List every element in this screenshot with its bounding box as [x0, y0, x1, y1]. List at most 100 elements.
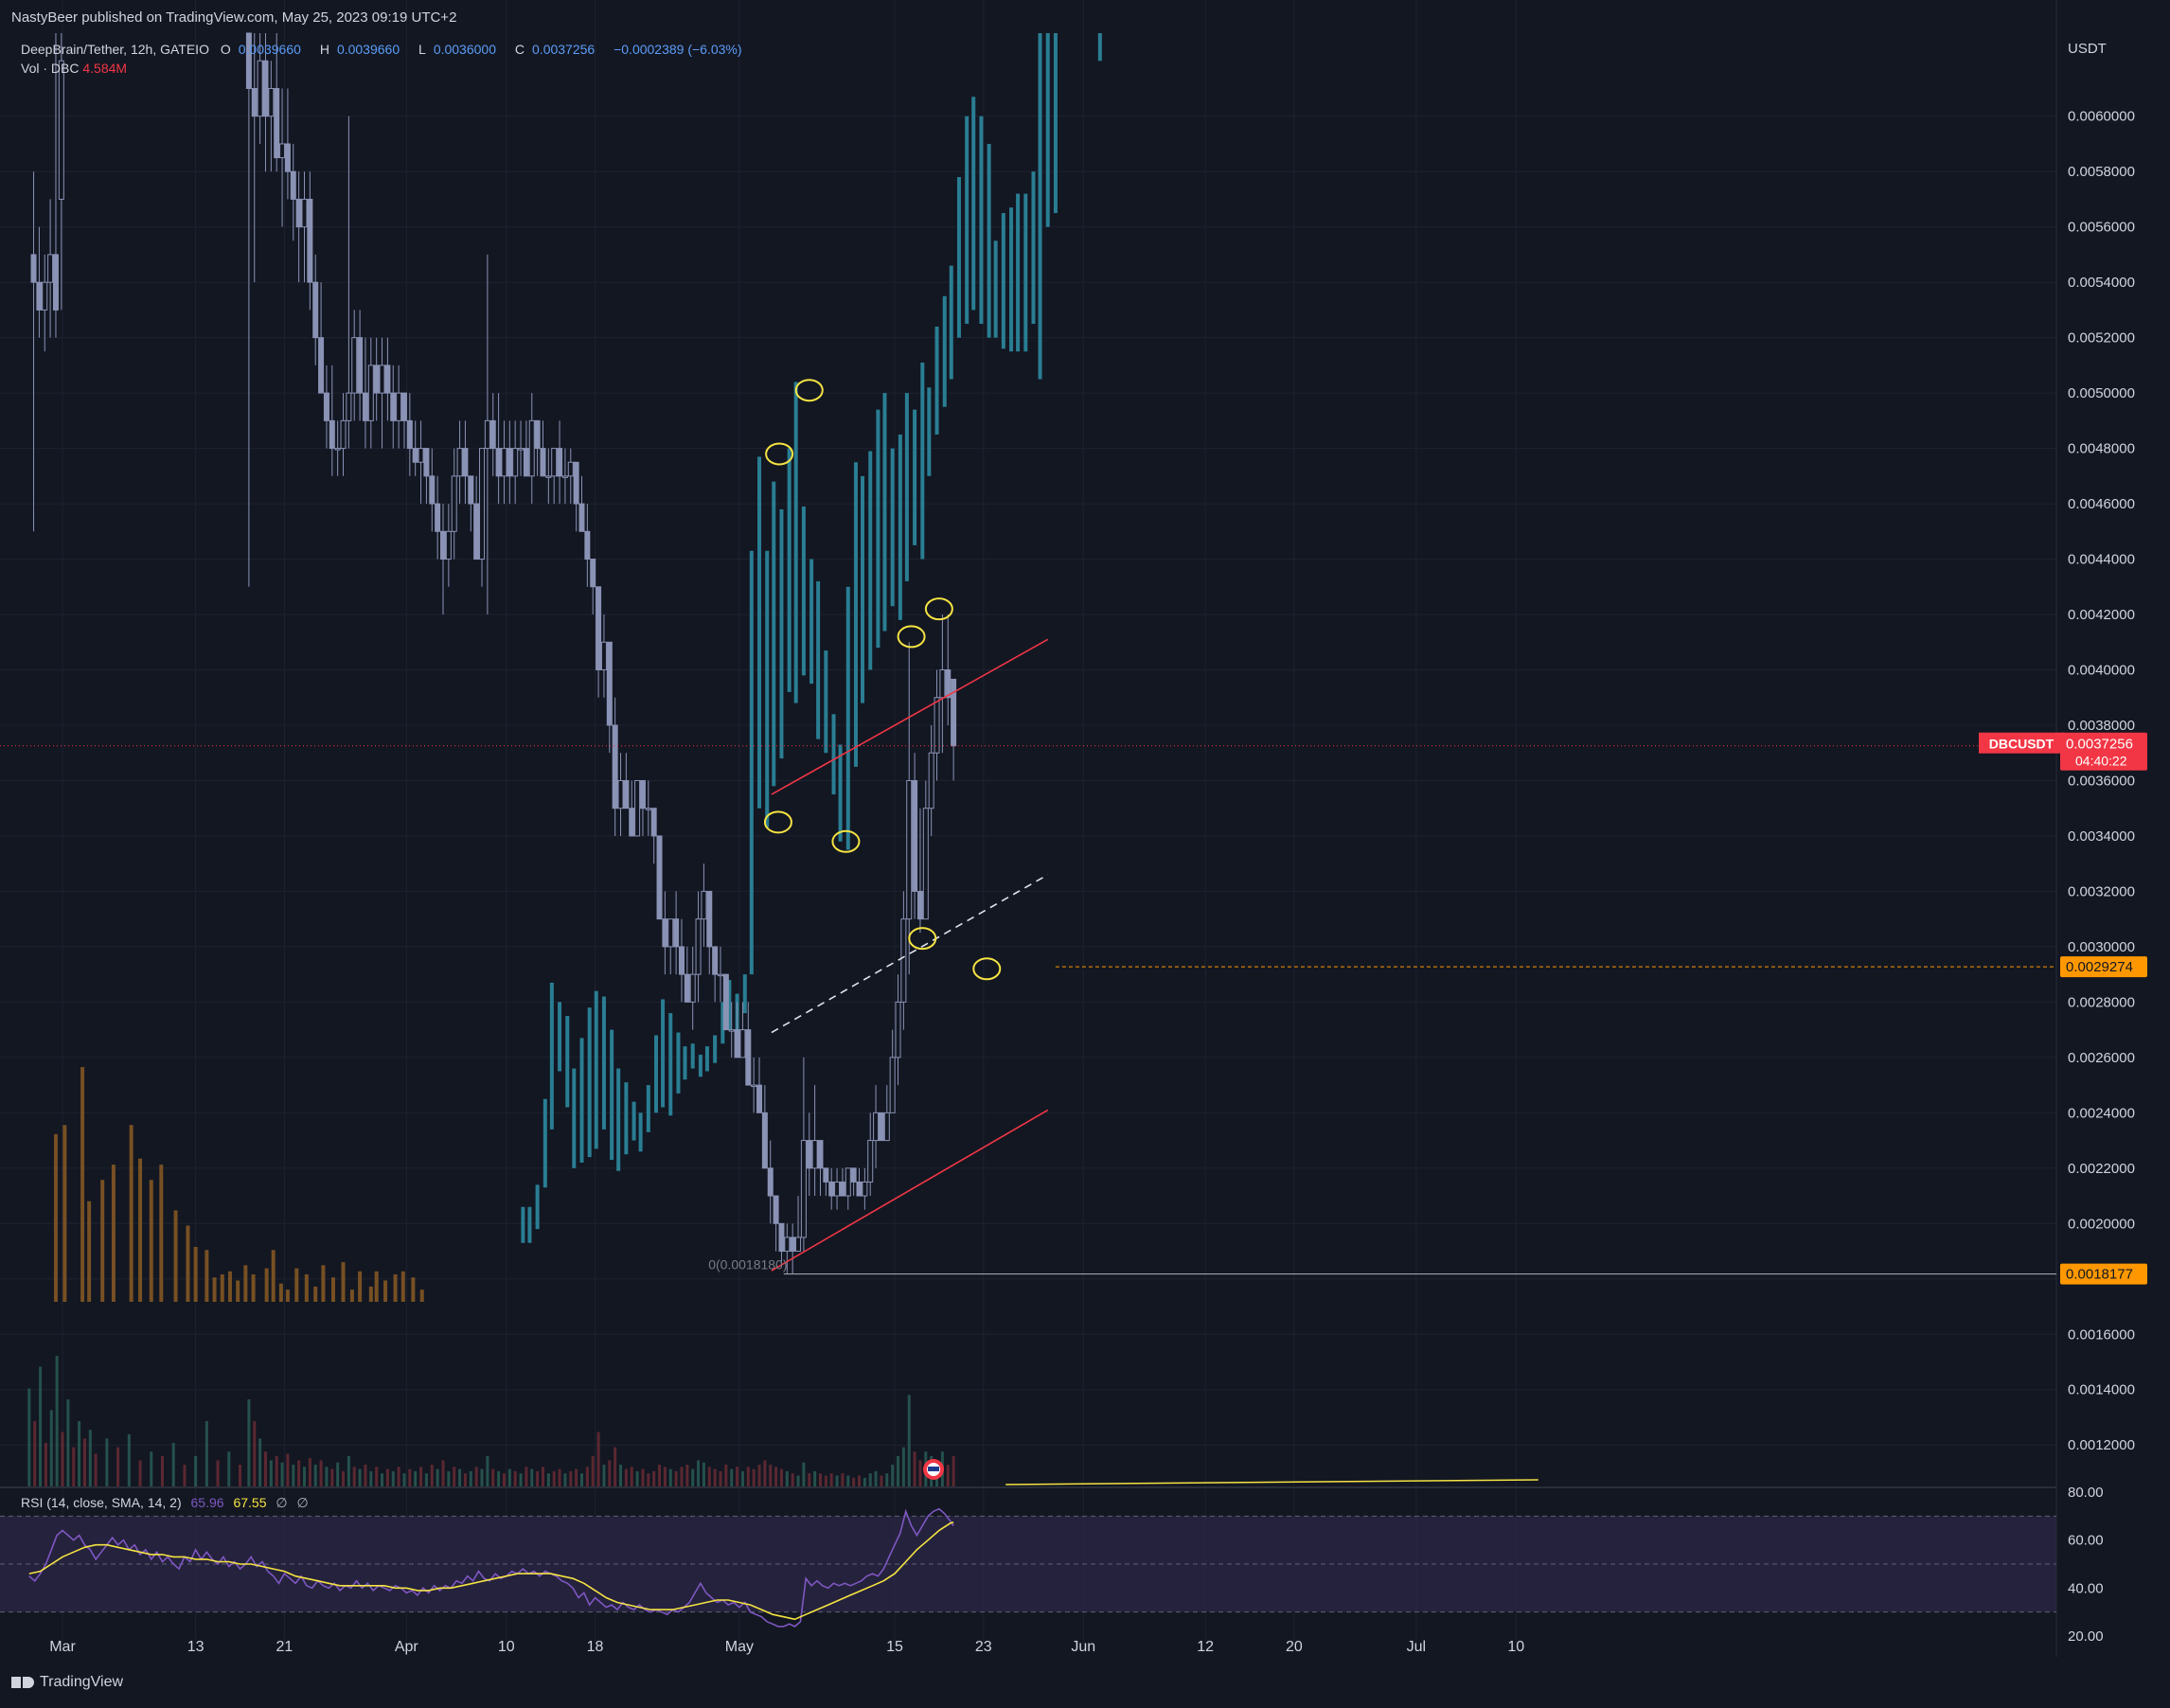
volume-bar [907, 1395, 911, 1486]
candle-body [36, 281, 43, 311]
projection-bar [646, 1085, 650, 1132]
volume-bar [308, 1458, 311, 1486]
orange-volume-bar [264, 1268, 269, 1302]
projection-bar [942, 295, 947, 407]
candle-body [551, 448, 558, 477]
orange-volume-bar [271, 1250, 276, 1302]
projection-bar [638, 1112, 643, 1152]
trendlines[interactable] [0, 638, 2056, 1275]
symbol-tag-text: DBCUSDT [1989, 737, 2054, 752]
volume-bar [486, 1455, 489, 1486]
volume-bar [502, 1473, 506, 1486]
volume-bar [253, 1421, 257, 1486]
volume-bar [44, 1443, 47, 1486]
candle-body [916, 890, 923, 920]
volume-bar [774, 1467, 778, 1486]
volume-bar [663, 1467, 667, 1486]
candle-body [578, 503, 585, 532]
time-tick-label: Mar [49, 1639, 76, 1655]
volume-bar [614, 1447, 617, 1486]
projection-bar [838, 744, 843, 842]
price-tick-label: 0.0024000 [2068, 1105, 2135, 1121]
circle-marker[interactable] [763, 810, 792, 834]
orange-volume-bar [341, 1262, 346, 1302]
volume-bar [491, 1468, 495, 1486]
candle-body [312, 281, 319, 339]
volume-bar [183, 1465, 187, 1486]
time-tick-label: May [725, 1639, 754, 1655]
candle-body [883, 1112, 890, 1142]
candles [30, 32, 957, 1273]
volume-bar [375, 1467, 379, 1486]
volume-bar [536, 1470, 540, 1486]
volume-bar [563, 1473, 567, 1486]
footer-brand[interactable]: TradingView [11, 1674, 123, 1691]
candle-body [479, 448, 486, 560]
candle-body [811, 1140, 818, 1169]
price-tick-label: 0.0050000 [2068, 385, 2135, 401]
projection-bar [579, 1038, 584, 1163]
circle-marker[interactable] [794, 379, 824, 402]
projection-bar [809, 559, 814, 685]
trendline-solid[interactable] [771, 1109, 1049, 1272]
circle-marker[interactable] [897, 625, 926, 649]
candle-body [590, 559, 596, 588]
projection-bar [993, 240, 998, 338]
volume-bar [846, 1475, 850, 1486]
circle-marker[interactable] [972, 957, 1002, 981]
projection-bar [661, 999, 666, 1108]
rsi-legend[interactable]: RSI (14, close, SMA, 14, 2) 65.96 67.55 … [21, 1495, 309, 1511]
candle-body [823, 1167, 829, 1183]
candle-body [351, 337, 358, 394]
time-axis[interactable]: Mar 13 21 Apr 10 18 May 15 23 Jun 12 20 Jul 10 [49, 1639, 1524, 1655]
candle-body [773, 1195, 779, 1224]
volume-bar [730, 1468, 734, 1486]
circle-marker[interactable] [924, 597, 953, 621]
annotation-markers[interactable] [763, 379, 1002, 1480]
volume-bar [313, 1465, 317, 1486]
candle-body [284, 143, 291, 172]
trendline-dashed[interactable] [771, 874, 1049, 1034]
candle-body [307, 198, 313, 283]
volume-bar [891, 1465, 895, 1486]
volume-bar [39, 1366, 43, 1486]
volume-bar [458, 1468, 462, 1486]
time-tick-label: 20 [1286, 1639, 1303, 1655]
circle-marker[interactable] [831, 829, 861, 853]
volume-bar [857, 1475, 861, 1486]
volume-bar [385, 1468, 389, 1486]
projection-bar [610, 1029, 614, 1161]
candle-body [862, 1181, 868, 1197]
volume-bar [913, 1451, 916, 1486]
projection-bar [787, 448, 792, 692]
circle-marker[interactable] [908, 927, 937, 951]
projection-bar [720, 1002, 725, 1044]
candle-body [58, 60, 64, 200]
circle-marker[interactable] [765, 442, 794, 466]
symbol-legend[interactable]: DeepBrain/Tether, 12h, GATEIO O 0.0039660… [21, 42, 750, 57]
volume-bar [280, 1462, 284, 1486]
time-tick-label: 15 [886, 1639, 903, 1655]
volume-legend[interactable]: Vol · DBC 4.584M [21, 61, 127, 76]
candle-body [262, 60, 269, 117]
projection-bar [868, 451, 873, 670]
candle-body [922, 808, 929, 920]
symbol-name: DeepBrain/Tether, 12h, GATEIO [21, 42, 209, 57]
projection-bar [704, 1046, 709, 1072]
projection-bar [654, 1035, 659, 1113]
rsi-sma-value: 67.55 [233, 1495, 267, 1510]
time-tick-label: 12 [1197, 1639, 1214, 1655]
time-tick-label: 21 [276, 1639, 293, 1655]
candle-body [52, 254, 59, 311]
volume-bar [752, 1468, 756, 1486]
volume-bar [402, 1473, 406, 1486]
trendline-solid[interactable] [771, 638, 1049, 795]
candle-body [412, 448, 418, 463]
volume-bar [757, 1465, 761, 1486]
volume-bar [575, 1468, 578, 1486]
price-tick-label: 0.0022000 [2068, 1161, 2135, 1177]
volume-bar [591, 1455, 595, 1486]
candle-body [584, 530, 591, 560]
volume-bar [127, 1433, 131, 1486]
